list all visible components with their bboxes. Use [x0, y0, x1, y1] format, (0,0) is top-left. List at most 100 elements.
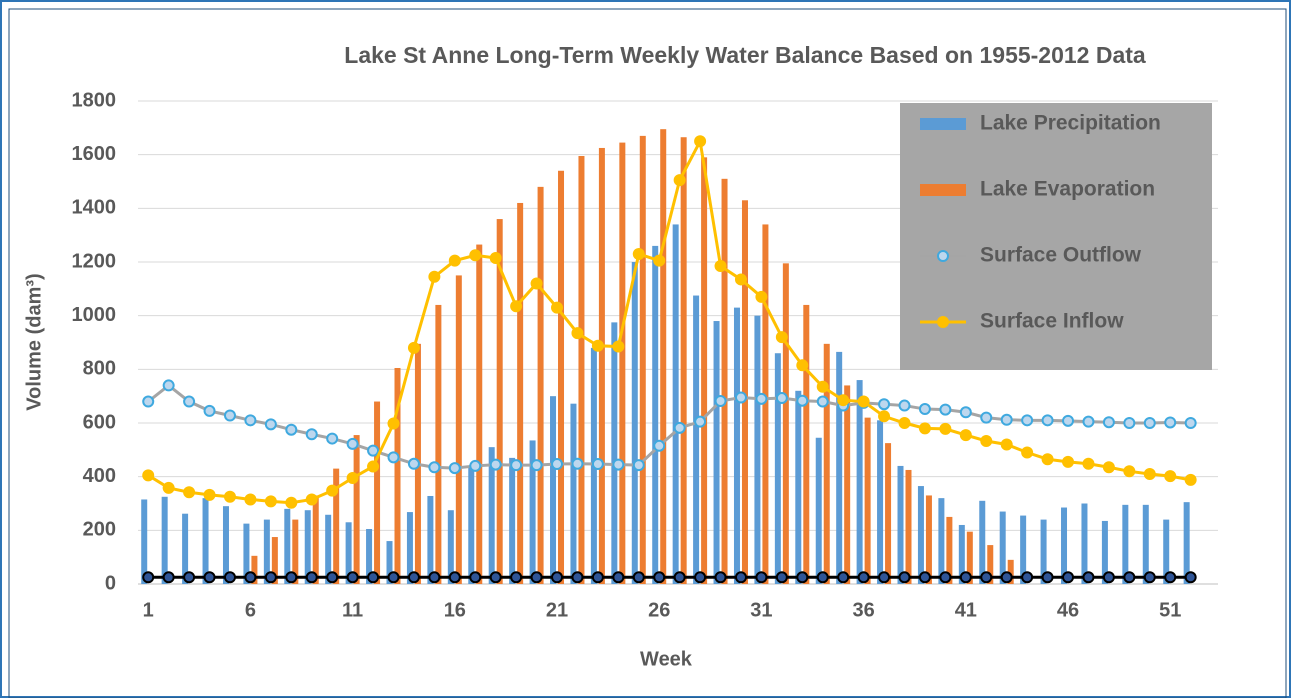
bar	[509, 457, 516, 584]
bar	[537, 186, 544, 584]
marker	[857, 395, 870, 408]
legend-marker	[937, 250, 949, 262]
marker	[816, 571, 829, 584]
x-tick-label: 26	[648, 599, 670, 621]
marker	[1021, 571, 1034, 584]
marker	[1143, 417, 1156, 429]
marker	[734, 391, 747, 404]
marker	[1184, 473, 1197, 486]
marker	[1143, 467, 1156, 480]
bar	[693, 295, 700, 584]
x-tick-label: 11	[342, 599, 363, 621]
marker	[142, 571, 155, 584]
bar	[660, 129, 667, 585]
x-tick-label: 1	[143, 599, 154, 621]
bar	[1040, 519, 1047, 584]
bar	[782, 263, 789, 584]
marker	[448, 571, 461, 584]
legend-label: Lake Evaporation	[980, 178, 1155, 201]
bar	[284, 508, 291, 584]
marker	[878, 398, 891, 411]
bar	[946, 516, 953, 584]
marker	[980, 411, 993, 424]
marker	[878, 571, 891, 584]
marker	[1082, 415, 1095, 428]
marker	[918, 571, 931, 584]
marker	[203, 404, 216, 417]
marker	[1143, 571, 1156, 584]
marker	[326, 432, 339, 445]
bar	[885, 443, 892, 584]
marker	[530, 277, 543, 290]
marker	[694, 135, 707, 148]
marker	[918, 403, 931, 416]
bar	[468, 465, 475, 584]
marker	[489, 571, 502, 584]
marker	[1000, 571, 1013, 584]
bar	[1163, 519, 1170, 584]
bar	[455, 275, 462, 584]
bar	[979, 500, 986, 584]
marker	[142, 469, 155, 482]
marker	[510, 459, 523, 472]
bar	[325, 514, 332, 584]
bar	[345, 522, 352, 584]
legend-label: Surface Outflow	[980, 244, 1142, 267]
bar	[774, 353, 781, 584]
bar	[374, 401, 381, 584]
marker	[1102, 461, 1115, 474]
marker	[489, 458, 502, 471]
marker	[162, 481, 175, 494]
y-tick-label: 800	[83, 358, 116, 380]
marker	[203, 488, 216, 501]
bar	[1183, 502, 1190, 584]
marker	[1000, 413, 1013, 426]
y-tick-label: 600	[83, 411, 116, 433]
bar	[672, 224, 679, 584]
bar	[353, 435, 360, 584]
marker	[775, 331, 788, 344]
bar	[427, 495, 434, 584]
marker	[183, 395, 196, 408]
inner-frame	[8, 8, 1287, 698]
marker	[612, 458, 625, 471]
y-tick-label: 1000	[72, 304, 117, 326]
marker	[223, 490, 236, 503]
x-tick-label: 6	[245, 599, 256, 621]
marker	[162, 571, 175, 584]
bar	[701, 157, 708, 584]
marker	[1082, 571, 1095, 584]
marker	[530, 459, 543, 472]
marker	[571, 571, 584, 584]
marker	[183, 486, 196, 499]
marker	[1123, 465, 1136, 478]
marker	[428, 461, 441, 474]
marker	[326, 484, 339, 497]
marker	[428, 270, 441, 283]
x-tick-label: 16	[444, 599, 466, 621]
x-tick-label: 51	[1159, 599, 1181, 621]
marker	[489, 251, 502, 264]
marker	[898, 571, 911, 584]
bar	[721, 178, 728, 585]
marker	[939, 571, 952, 584]
marker	[673, 174, 686, 187]
bar	[222, 506, 229, 584]
bar	[652, 245, 659, 584]
bar	[447, 510, 454, 584]
marker	[367, 460, 380, 473]
marker	[407, 457, 420, 470]
marker	[326, 571, 339, 584]
bar	[611, 322, 618, 584]
marker	[571, 327, 584, 340]
bar	[394, 367, 401, 584]
bar	[864, 417, 871, 584]
marker	[407, 341, 420, 354]
bar	[435, 304, 442, 584]
marker	[898, 399, 911, 412]
marker	[1041, 453, 1054, 466]
marker	[142, 395, 155, 408]
marker	[387, 571, 400, 584]
marker	[612, 340, 625, 353]
